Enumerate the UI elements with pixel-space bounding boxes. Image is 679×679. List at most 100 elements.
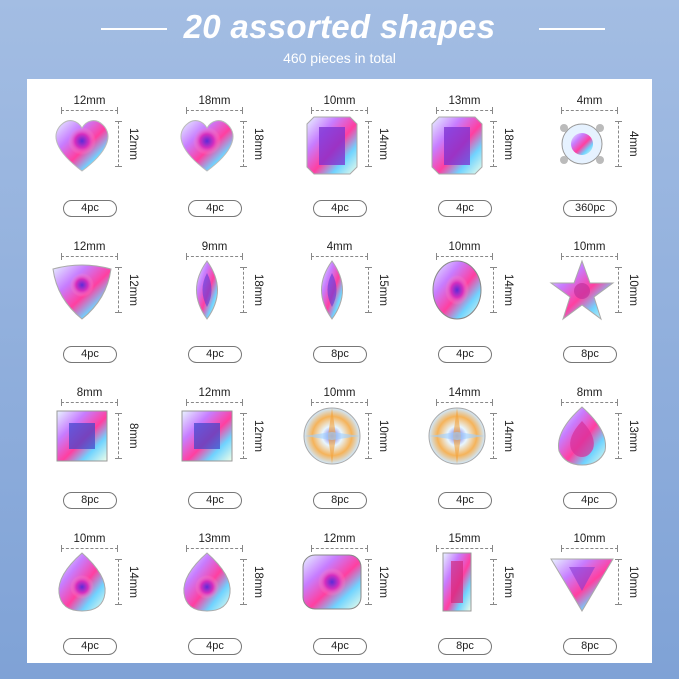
count-badge: 8pc [563,638,617,655]
teardrop-icon [557,406,607,466]
count-badge: 4pc [438,200,492,217]
width-label: 10mm [73,533,106,545]
count-badge: 4pc [563,492,617,509]
width-dimension-line [561,107,618,114]
gem-item: 10mm 14mm 4pc [277,79,402,225]
round-icon [560,123,604,165]
height-label: 12mm [377,566,389,598]
trillion-icon [52,264,112,320]
width-label: 12mm [198,387,231,399]
pear-icon [58,552,106,612]
height-dimension-line [490,121,497,167]
gem-item: 9mm 18mm 4pc [152,225,277,371]
width-dimension-line [186,107,243,114]
gem-item: 15mm 15mm 8pc [402,517,527,663]
height-dimension-line [240,121,247,167]
height-label: 10mm [627,274,639,306]
width-label: 12mm [73,241,106,253]
baguette-icon [442,552,472,612]
rectangle-octagon-icon [431,116,483,175]
height-label: 18mm [252,566,264,598]
width-dimension-line [311,399,368,406]
width-label: 18mm [198,95,231,107]
width-dimension-line [311,107,368,114]
pear-icon [183,552,231,612]
gem-item: 4mm 15mm 8pc [277,225,402,371]
gem-item: 12mm 12mm 4pc [27,225,152,371]
width-dimension-line [436,253,493,260]
width-label: 15mm [448,533,481,545]
height-dimension-line [365,413,372,459]
height-dimension-line [115,121,122,167]
width-label: 10mm [323,95,356,107]
height-dimension-line [365,267,372,313]
gem-item: 13mm 18mm 4pc [152,517,277,663]
count-badge: 4pc [438,492,492,509]
width-dimension-line [561,399,618,406]
count-badge: 8pc [313,492,367,509]
width-dimension-line [311,253,368,260]
gem-item: 8mm 13mm 4pc [527,371,652,517]
width-label: 4mm [576,95,603,107]
height-label: 14mm [502,274,514,306]
title-divider-left [101,28,167,30]
width-dimension-line [186,545,243,552]
width-label: 10mm [448,241,481,253]
count-badge: 4pc [188,200,242,217]
width-label: 4mm [326,241,353,253]
square-icon [181,410,233,462]
height-label: 15mm [502,566,514,598]
count-badge: 4pc [188,346,242,363]
title-divider-right [539,28,605,30]
gem-item: 10mm 10mm 8pc [527,517,652,663]
width-dimension-line [61,107,118,114]
width-label: 14mm [448,387,481,399]
width-label: 10mm [573,533,606,545]
height-dimension-line [365,121,372,167]
count-badge: 8pc [563,346,617,363]
width-dimension-line [61,253,118,260]
height-label: 18mm [252,274,264,306]
width-label: 8mm [76,387,103,399]
gem-item: 10mm 14mm 4pc [27,517,152,663]
gem-item: 12mm 12mm 4pc [277,517,402,663]
width-dimension-line [436,545,493,552]
width-dimension-line [61,399,118,406]
width-label: 12mm [73,95,106,107]
width-label: 12mm [323,533,356,545]
width-label: 10mm [323,387,356,399]
height-dimension-line [115,413,122,459]
width-dimension-line [61,545,118,552]
height-label: 4mm [627,131,639,157]
triangle-icon [550,558,614,612]
count-badge: 8pc [438,638,492,655]
height-dimension-line [240,267,247,313]
heart-icon [180,120,234,172]
height-label: 12mm [127,274,139,306]
heart-icon [55,120,109,172]
gem-item: 13mm 18mm 4pc [402,79,527,225]
count-badge: 4pc [438,346,492,363]
width-label: 13mm [448,95,481,107]
count-badge: 360pc [563,200,617,217]
height-dimension-line [240,413,247,459]
height-label: 10mm [627,566,639,598]
count-badge: 4pc [313,638,367,655]
height-dimension-line [615,413,622,459]
width-label: 13mm [198,533,231,545]
marquise-icon [196,260,218,320]
height-label: 15mm [377,274,389,306]
height-label: 13mm [627,420,639,452]
gem-item: 8mm 8mm 8pc [27,371,152,517]
height-label: 12mm [127,128,139,160]
height-label: 18mm [502,128,514,160]
page-subtitle: 460 pieces in total [283,50,396,66]
height-label: 14mm [377,128,389,160]
height-dimension-line [490,413,497,459]
height-dimension-line [615,121,622,167]
header: 20 assorted shapes [0,6,679,46]
width-dimension-line [436,399,493,406]
height-label: 14mm [502,420,514,452]
gem-item: 10mm 10mm 8pc [527,225,652,371]
height-dimension-line [615,559,622,605]
